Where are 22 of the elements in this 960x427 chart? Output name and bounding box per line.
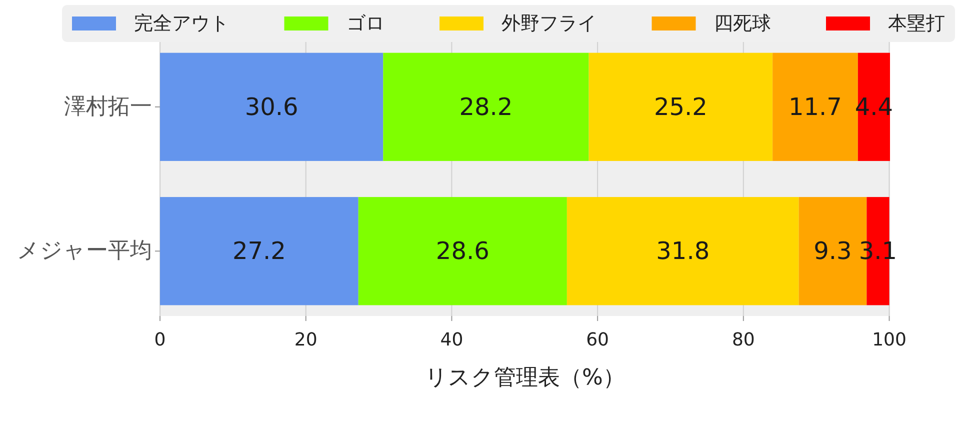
y-tick-label: 澤村拓一 (64, 94, 152, 120)
data-label: 11.7 (788, 92, 842, 121)
legend-label: 完全アウト (134, 12, 229, 34)
y-tick-label: メジャー平均 (17, 238, 152, 264)
legend-label: 本塁打 (888, 12, 945, 34)
x-tick-label: 20 (294, 330, 318, 350)
data-label: 27.2 (232, 237, 286, 266)
data-label: 28.2 (459, 92, 513, 121)
data-label: 28.6 (436, 237, 490, 266)
data-label: 31.8 (656, 237, 710, 266)
data-label: 9.3 (814, 237, 852, 266)
x-tick-label: 60 (586, 330, 610, 350)
x-tick-label: 0 (154, 330, 166, 350)
data-label: 30.6 (244, 92, 298, 121)
x-tick-label: 100 (872, 330, 906, 350)
x-tick-label: 40 (440, 330, 464, 350)
x-axis-title: リスク管理表（%） (425, 366, 625, 390)
legend-label: ゴロ (346, 12, 384, 34)
data-label: 25.2 (654, 92, 708, 121)
legend-label: 四死球 (714, 12, 771, 34)
x-tick-label: 80 (732, 330, 755, 350)
legend-label: 外野フライ (502, 12, 596, 34)
